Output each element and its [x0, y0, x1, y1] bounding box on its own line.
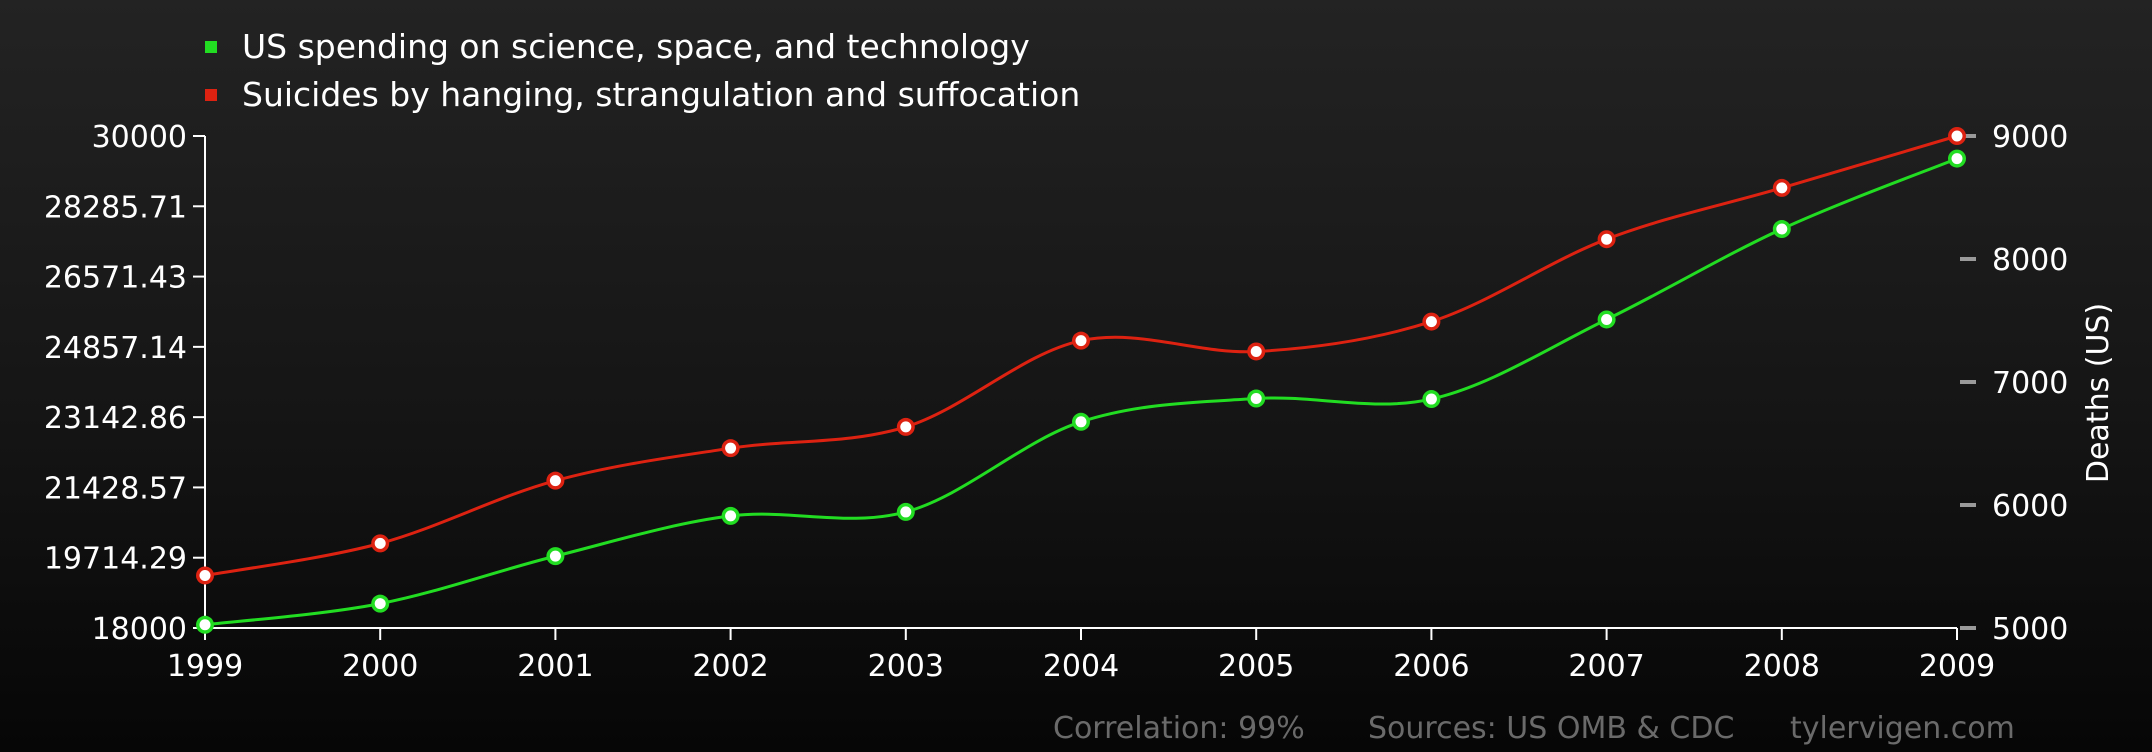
data-point-suicides [1425, 316, 1437, 328]
x-tick-label: 2006 [1393, 649, 1469, 684]
legend-label-suicides: Suicides by hanging, strangulation and s… [242, 75, 1080, 114]
right-tick-label: 8000 [1992, 243, 2068, 278]
left-tick-label: 24857.14 [44, 331, 187, 366]
data-point-spending [725, 510, 737, 522]
x-tick-label: 2005 [1218, 649, 1294, 684]
data-point-spending [1250, 393, 1262, 405]
x-tick-label: 2009 [1919, 649, 1995, 684]
legend-swatch-spending [205, 41, 217, 53]
x-tick-label: 2001 [517, 649, 593, 684]
x-tick-label: 1999 [167, 649, 243, 684]
legend-label-spending: US spending on science, space, and techn… [242, 27, 1030, 66]
data-point-suicides [1250, 345, 1262, 357]
left-tick-label: 21428.57 [44, 471, 187, 506]
data-point-spending [900, 506, 912, 518]
x-tick-label: 2007 [1568, 649, 1644, 684]
left-tick-label: 28285.71 [44, 190, 187, 225]
right-tick-label: 5000 [1992, 612, 2068, 647]
data-point-suicides [1601, 233, 1613, 245]
right-tick-label: 7000 [1992, 366, 2068, 401]
left-tick-label: 30000 [92, 120, 187, 155]
x-tick-label: 2008 [1744, 649, 1820, 684]
right-axis-title: Deaths (US) [2081, 303, 2116, 483]
data-point-suicides [1075, 335, 1087, 347]
data-point-spending [549, 550, 561, 562]
x-tick-label: 2000 [342, 649, 418, 684]
series-line-suicides [204, 134, 1958, 577]
data-point-suicides [1951, 130, 1963, 142]
data-point-suicides [199, 569, 211, 581]
footer-sources: Sources: US OMB & CDC [1368, 711, 1734, 746]
data-point-suicides [1776, 182, 1788, 194]
left-tick-label: 23142.86 [44, 401, 187, 436]
data-point-spending [1601, 313, 1613, 325]
footer: Correlation: 99% Sources: US OMB & CDC t… [1053, 711, 2015, 746]
left-tick-label: 26571.43 [44, 261, 187, 296]
data-point-spending [199, 619, 211, 631]
data-point-spending [1951, 153, 1963, 165]
right-tick-label: 9000 [1992, 120, 2068, 155]
x-tick-label: 2004 [1043, 649, 1119, 684]
data-point-spending [1425, 393, 1437, 405]
series-layer [196, 127, 1966, 634]
data-point-suicides [725, 442, 737, 454]
legend: US spending on science, space, and techn… [205, 27, 1080, 114]
data-point-suicides [900, 421, 912, 433]
footer-correlation: Correlation: 99% [1053, 711, 1305, 746]
axes: 18000 19714.29 21428.57 23142.86 24857.14 265… [44, 120, 2069, 684]
series-line-spending [204, 157, 1958, 627]
data-point-suicides [549, 475, 561, 487]
legend-swatch-suicides [205, 89, 217, 101]
data-point-suicides [374, 537, 386, 549]
data-point-spending [374, 598, 386, 610]
right-tick-label: 6000 [1992, 489, 2068, 524]
x-tick-label: 2002 [692, 649, 768, 684]
left-tick-label: 18000 [92, 612, 187, 647]
x-tick-label: 2003 [868, 649, 944, 684]
left-tick-label: 19714.29 [44, 542, 187, 577]
data-point-spending [1075, 416, 1087, 428]
footer-site: tylervigen.com [1790, 711, 2015, 746]
data-point-spending [1776, 223, 1788, 235]
